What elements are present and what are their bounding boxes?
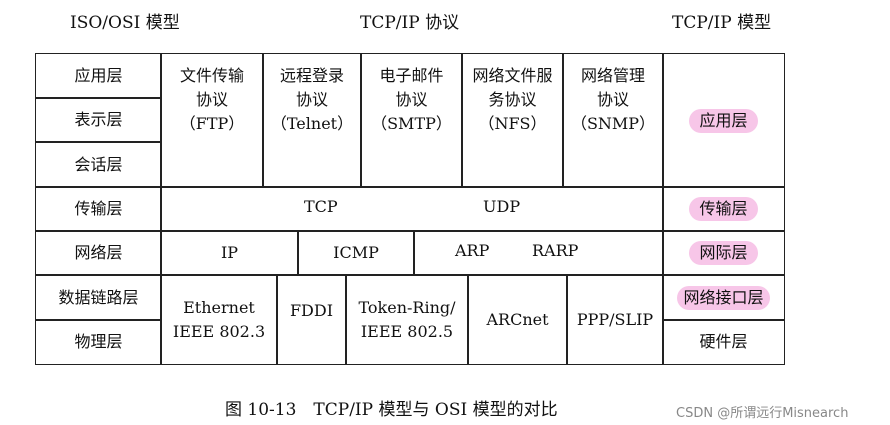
protocol-label-line2: IEEE 802.3 <box>172 321 266 341</box>
protocol-nfs: 网络文件服务协议 （NFS） <box>461 53 564 188</box>
osi-layer-label: 应用层 <box>74 66 123 85</box>
osi-layer-application: 应用层 <box>35 53 162 99</box>
protocol-label-line1: Token-Ring/ <box>358 297 456 317</box>
arp-rarp-cell <box>413 230 664 276</box>
tcpip-protocol-header: TCP/IP 协议 <box>360 13 460 33</box>
protocol-name-line1: 网络文件服 <box>472 66 553 85</box>
osi-layer-datalink: 数据链路层 <box>35 274 162 321</box>
protocol-abbr: （SNMP） <box>570 114 656 133</box>
protocol-name-line2: 协议 <box>395 90 428 109</box>
protocol-abbr: （Telnet） <box>270 114 354 133</box>
watermark: CSDN @所谓远行Misnearch <box>676 406 849 421</box>
protocol-name-line2: 协议 <box>195 90 228 109</box>
tcpip-layer-hardware: 硬件层 <box>662 319 785 365</box>
protocol-label-line2: IEEE 802.5 <box>360 321 454 341</box>
protocol-rarp: RARP <box>532 241 579 260</box>
tcpip-layer-network-interface: 网络接口层 <box>662 274 785 321</box>
protocol-ftp: 文件传输协议 （FTP） <box>160 53 264 188</box>
osi-layer-physical: 物理层 <box>35 319 162 365</box>
tcpip-layer-label: 传输层 <box>689 197 758 221</box>
protocol-abbr: （NFS） <box>478 114 547 133</box>
protocol-name-line1: 网络管理 <box>580 66 645 85</box>
tcpip-layer-label: 硬件层 <box>699 332 748 351</box>
protocol-abbr: （SMTP） <box>371 114 452 133</box>
protocol-name-line2: 协议 <box>596 90 629 109</box>
osi-layer-label: 会话层 <box>74 154 123 174</box>
osi-layer-label: 数据链路层 <box>58 287 139 307</box>
osi-layer-label: 表示层 <box>74 110 123 129</box>
protocol-ip: IP <box>160 230 299 276</box>
tcpip-layer-internet: 网际层 <box>662 230 785 276</box>
protocol-abbr: （FTP） <box>179 114 245 133</box>
tcpip-layer-transport: 传输层 <box>662 186 785 232</box>
tcpip-layer-application: 应用层 <box>662 53 785 188</box>
osi-layer-transport: 传输层 <box>35 186 162 232</box>
protocol-label: PPP/SLIP <box>576 309 654 329</box>
protocol-smtp: 电子邮件协议 （SMTP） <box>360 53 463 188</box>
protocol-tcp: TCP <box>304 197 338 216</box>
protocol-icmp: ICMP <box>297 230 415 276</box>
protocol-telnet: 远程登录协议 （Telnet） <box>262 53 362 188</box>
protocol-name-line1: 电子邮件 <box>379 66 444 85</box>
protocol-name-line1: 文件传输 <box>179 66 244 85</box>
protocol-label: FDDI <box>289 301 334 320</box>
tcpip-layer-label: 应用层 <box>689 108 758 133</box>
tcpip-model-header: TCP/IP 模型 <box>672 13 772 33</box>
tcpip-layer-label: 网络接口层 <box>677 285 770 310</box>
protocol-label: IP <box>220 243 239 262</box>
tcpip-layer-label: 网际层 <box>689 241 758 265</box>
osi-layer-network: 网络层 <box>35 230 162 276</box>
osi-layer-presentation: 表示层 <box>35 97 162 143</box>
protocol-arcnet: ARCnet <box>467 274 568 365</box>
protocol-name-line2: 协议 <box>295 90 328 109</box>
protocol-ppp-slip: PPP/SLIP <box>566 274 664 365</box>
protocol-name-line1: 远程登录 <box>279 66 344 85</box>
osi-layer-label: 网络层 <box>74 243 123 262</box>
protocol-label: ARCnet <box>486 309 549 329</box>
osi-layer-label: 物理层 <box>74 332 123 351</box>
osi-layer-label: 传输层 <box>74 199 123 218</box>
protocol-token-ring: Token-Ring/IEEE 802.5 <box>345 274 469 365</box>
protocol-snmp: 网络管理协议 （SNMP） <box>562 53 664 188</box>
protocol-label-line1: Ethernet <box>183 297 255 317</box>
transport-protocols-row <box>160 186 664 232</box>
osi-model-header: ISO/OSI 模型 <box>70 13 180 33</box>
protocol-udp: UDP <box>483 197 521 216</box>
protocol-label: ICMP <box>333 243 379 262</box>
protocol-arp: ARP <box>455 241 490 260</box>
protocol-fddi: FDDI <box>276 274 347 365</box>
protocol-ethernet: Ethernet IEEE 802.3 <box>160 274 278 365</box>
protocol-name-line2: 务协议 <box>488 90 537 109</box>
figure-caption: 图 10-13 TCP/IP 模型与 OSI 模型的对比 <box>225 400 558 420</box>
osi-layer-session: 会话层 <box>35 141 162 188</box>
